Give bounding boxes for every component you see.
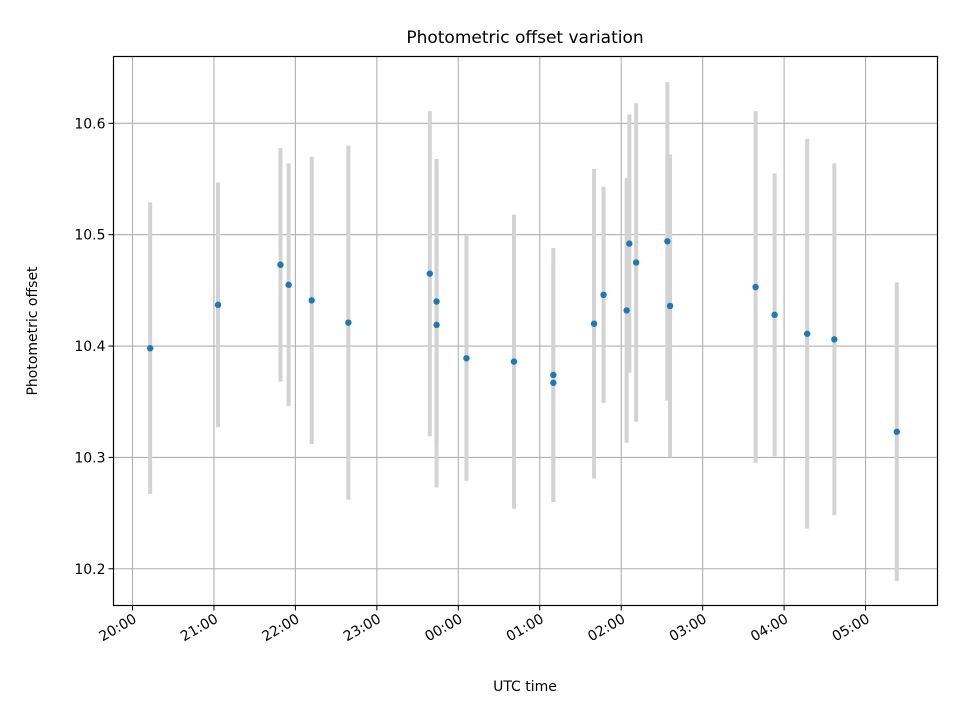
data-point bbox=[803, 330, 811, 337]
data-points bbox=[146, 238, 900, 435]
y-tick-label: 10.5 bbox=[74, 228, 105, 244]
plot-frame bbox=[112, 55, 939, 607]
data-point bbox=[308, 297, 315, 304]
data-point bbox=[632, 259, 640, 266]
data-point bbox=[771, 311, 778, 319]
data-point bbox=[426, 270, 433, 277]
data-point bbox=[146, 345, 154, 352]
y-axis: 10.2 10.3 10.4 10.5 10.6 bbox=[74, 116, 114, 578]
data-point bbox=[666, 302, 674, 310]
data-point bbox=[550, 379, 557, 386]
data-point bbox=[214, 301, 222, 309]
grid bbox=[113, 56, 938, 606]
data-point bbox=[590, 320, 598, 327]
data-point bbox=[433, 298, 440, 305]
data-point bbox=[345, 319, 352, 326]
data-point bbox=[626, 240, 633, 247]
data-point bbox=[752, 283, 759, 291]
data-point bbox=[433, 321, 440, 329]
data-point bbox=[623, 307, 630, 314]
x-axis-label: UTC time bbox=[493, 679, 557, 695]
data-point bbox=[600, 291, 607, 299]
data-point bbox=[893, 428, 900, 435]
y-tick-label: 10.3 bbox=[74, 450, 105, 466]
y-axis-label: Photometric offset bbox=[25, 266, 41, 396]
y-tick-label: 10.6 bbox=[74, 116, 105, 132]
data-point bbox=[277, 261, 284, 268]
data-point bbox=[664, 238, 671, 245]
data-point bbox=[550, 371, 557, 379]
chart-title: Photometric offset variation bbox=[406, 28, 643, 48]
data-point bbox=[510, 358, 518, 365]
y-tick-label: 10.4 bbox=[74, 339, 105, 355]
data-point bbox=[831, 336, 838, 343]
data-point bbox=[285, 281, 292, 288]
data-point bbox=[463, 355, 470, 362]
y-tick-label: 10.2 bbox=[74, 562, 105, 578]
